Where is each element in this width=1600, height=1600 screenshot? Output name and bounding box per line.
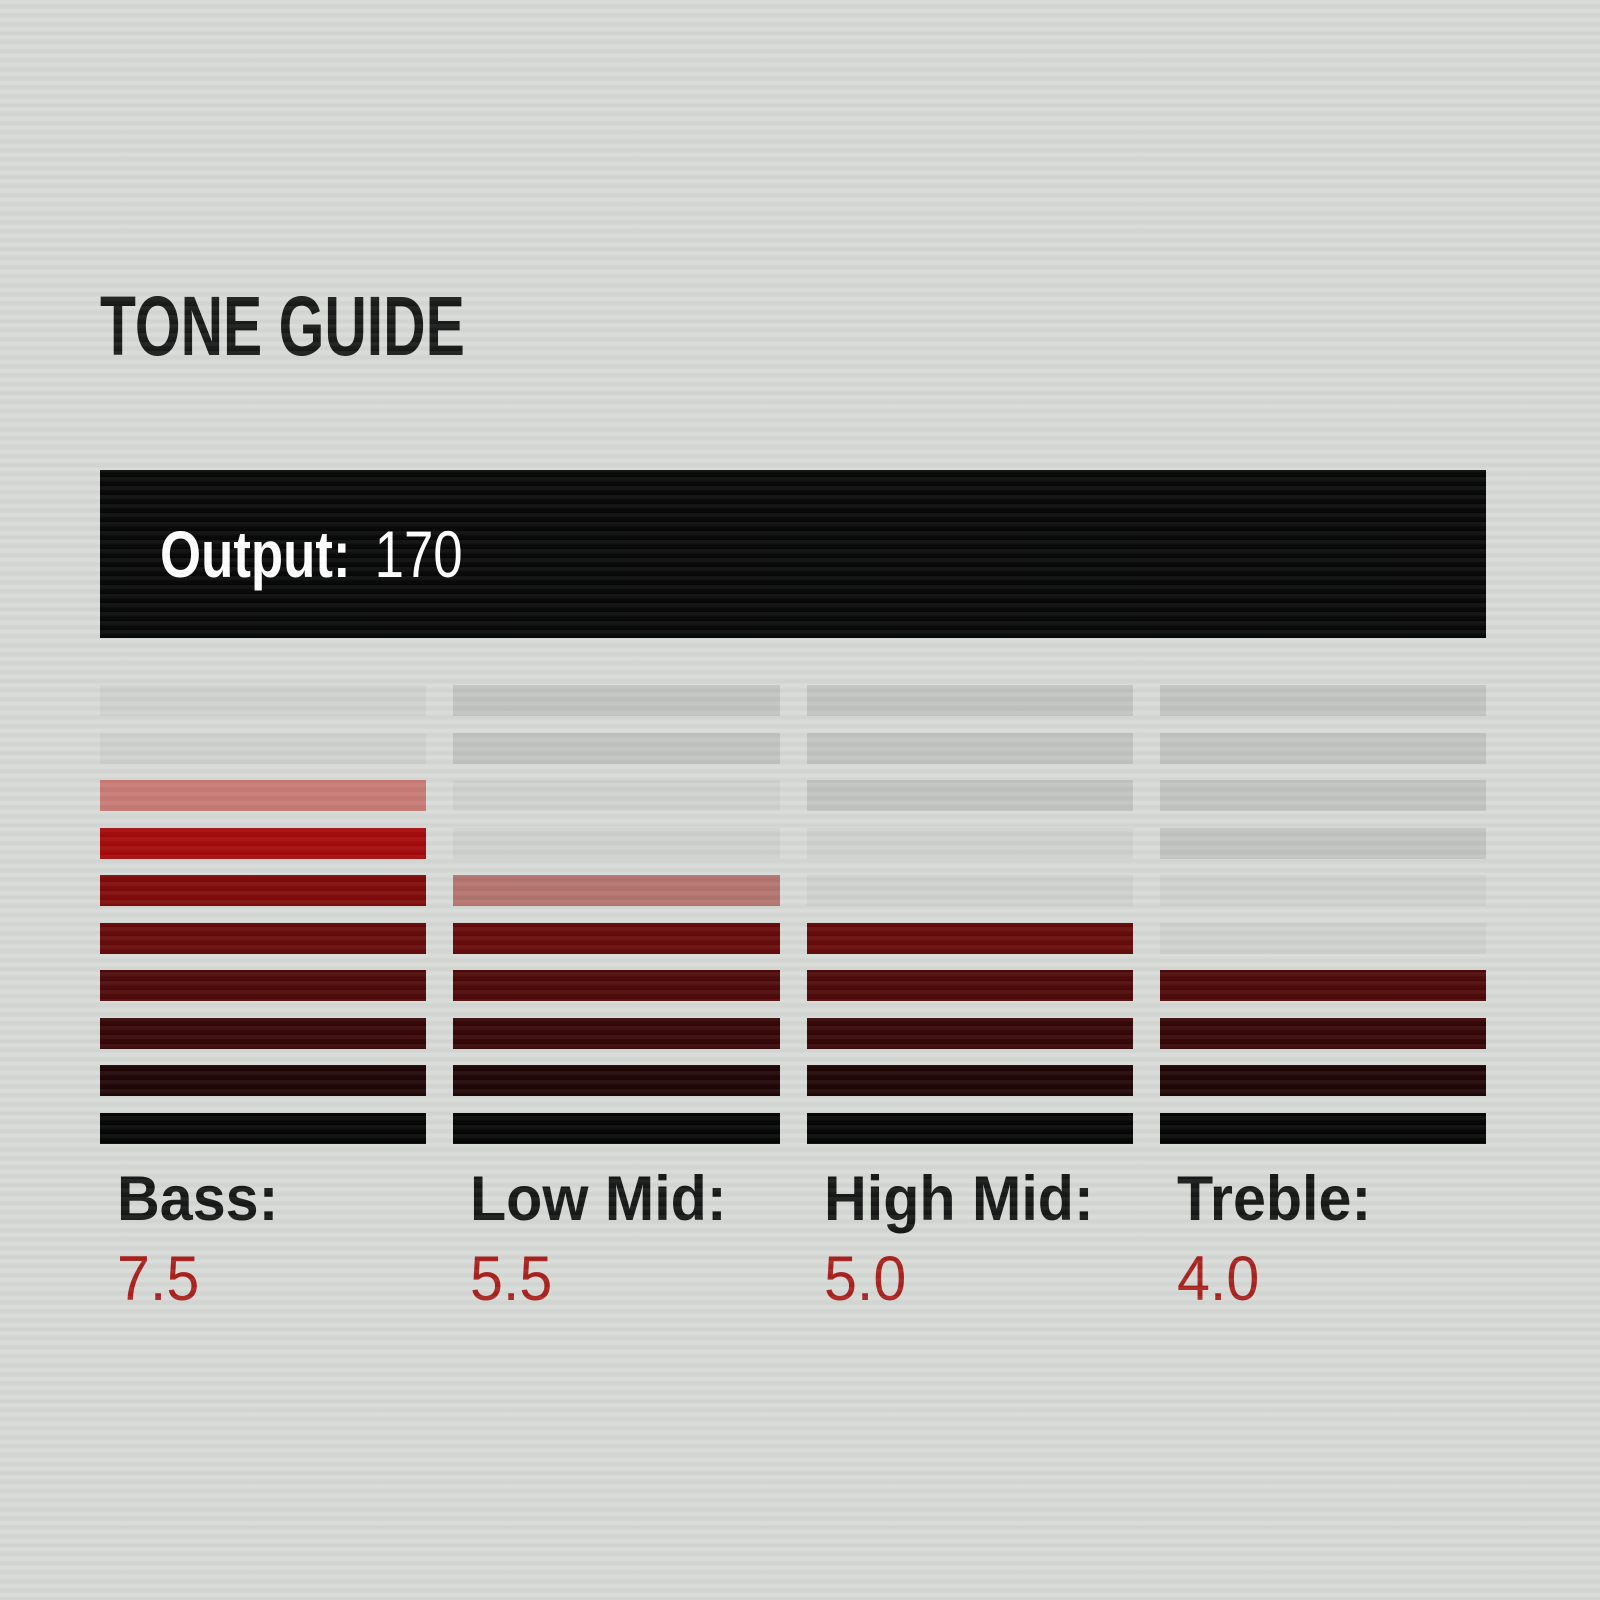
meter-segment: [453, 922, 780, 954]
band-value-text: 4.0: [1176, 1244, 1260, 1314]
meter-segment: [806, 1017, 1133, 1049]
meter-segment: [1159, 1065, 1486, 1096]
band-label-text: Low Mid:: [470, 1164, 727, 1234]
tone-meter: [100, 685, 1486, 1144]
meter-segment: [100, 922, 427, 954]
meter-segment: [806, 922, 1133, 954]
meter-segment: [806, 1112, 1133, 1144]
meter-segment: [806, 970, 1133, 1001]
band-label-text: Bass:: [117, 1164, 279, 1234]
meter-segment: [100, 827, 427, 859]
meter-column-low-mid: [453, 685, 780, 1144]
meter-segment: [453, 1017, 780, 1049]
band-value-high-mid: 5.0: [807, 1248, 1133, 1311]
meter-segment: [453, 1112, 780, 1144]
meter-segment: [1159, 1112, 1486, 1144]
band-label-text: Treble:: [1176, 1164, 1371, 1234]
meter-segment: [453, 780, 780, 811]
meter-segment: [1159, 780, 1486, 811]
output-label: Output:: [160, 517, 351, 591]
band-value-low-mid: 5.5: [453, 1248, 779, 1311]
band-label-treble: Treble:: [1160, 1168, 1486, 1231]
band-labels-row: Bass: Low Mid: High Mid: Treble:: [100, 1168, 1486, 1231]
band-value-treble: 4.0: [1160, 1248, 1486, 1311]
meter-segment: [806, 732, 1133, 764]
band-value-text: 5.5: [470, 1244, 553, 1314]
meter-segment: [1159, 685, 1486, 716]
meter-column-high-mid: [806, 685, 1133, 1144]
output-bar: Output: 170: [100, 470, 1486, 638]
meter-segment: [453, 970, 780, 1001]
output-value: 170: [374, 517, 463, 591]
meter-segment: [453, 875, 780, 906]
meter-segment: [806, 827, 1133, 859]
meter-segment: [806, 780, 1133, 811]
meter-segment: [1159, 875, 1486, 906]
meter-segment: [453, 827, 780, 859]
meter-segment: [100, 780, 427, 811]
meter-segment: [100, 970, 427, 1001]
band-values-row: 7.5 5.5 5.0 4.0: [100, 1248, 1486, 1311]
meter-segment: [1159, 970, 1486, 1001]
band-value-text: 7.5: [117, 1244, 200, 1314]
band-value-text: 5.0: [823, 1244, 906, 1314]
band-value-bass: 7.5: [100, 1248, 426, 1311]
meter-segment: [1159, 732, 1486, 764]
meter-segment: [100, 1065, 427, 1096]
output-text: Output: 170: [160, 521, 463, 587]
meter-segment: [806, 1065, 1133, 1096]
meter-segment: [100, 1112, 427, 1144]
meter-segment: [100, 1017, 427, 1049]
band-label-bass: Bass:: [100, 1168, 426, 1231]
meter-segment: [100, 732, 427, 764]
meter-segment: [453, 1065, 780, 1096]
band-label-low-mid: Low Mid:: [453, 1168, 779, 1231]
band-label-text: High Mid:: [823, 1164, 1094, 1234]
meter-segment: [806, 875, 1133, 906]
meter-segment: [806, 685, 1133, 716]
meter-segment: [1159, 922, 1486, 954]
meter-column-treble: [1159, 685, 1486, 1144]
meter-column-bass: [100, 685, 427, 1144]
band-label-high-mid: High Mid:: [807, 1168, 1133, 1231]
meter-segment: [453, 685, 780, 716]
page-title: TONE GUIDE: [100, 279, 465, 374]
meter-segment: [453, 732, 780, 764]
meter-segment: [100, 685, 427, 716]
meter-segment: [1159, 1017, 1486, 1049]
meter-segment: [100, 875, 427, 906]
meter-segment: [1159, 827, 1486, 859]
